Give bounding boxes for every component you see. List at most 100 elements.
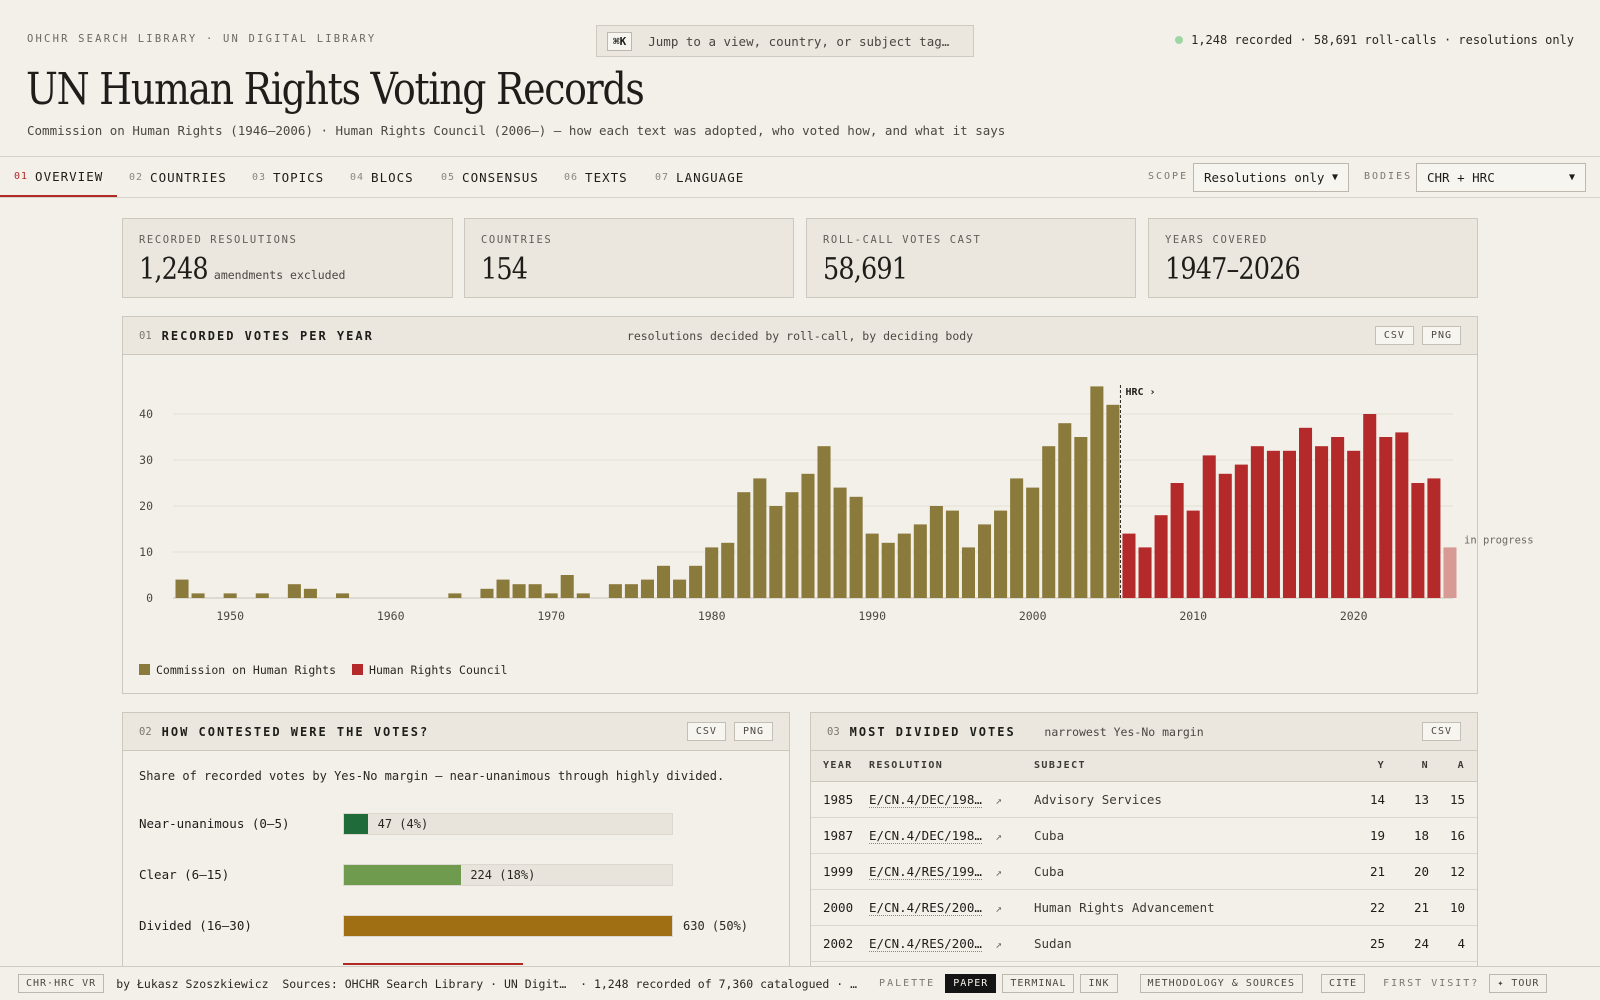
resolution-link[interactable]: E/CN.4/RES/200… xyxy=(869,935,982,952)
contested-bar-track xyxy=(343,915,673,937)
external-link-icon[interactable]: ↗ xyxy=(995,793,1003,807)
legend-label: Commission on Human Rights xyxy=(156,663,337,677)
bar-hrc-2018 xyxy=(1315,446,1329,598)
external-link-icon[interactable]: ↗ xyxy=(995,865,1003,879)
palette-paper-button[interactable]: PAPER xyxy=(945,974,997,993)
panel-number: 02 xyxy=(139,725,152,738)
bar-chr-1997 xyxy=(978,524,992,598)
bodies-select[interactable]: CHR + HRC ▼ xyxy=(1416,163,1586,192)
tab-number: 06 xyxy=(564,171,579,183)
table-row[interactable]: 1985 E/CN.4/DEC/198… ↗ Advisory Services 14… xyxy=(811,781,1477,818)
cell-year: 2000 xyxy=(811,889,869,926)
tab-texts[interactable]: 06 TEXTS xyxy=(564,157,628,197)
app-badge: CHR·HRC VR xyxy=(18,974,105,993)
stat-value: 1947–2026 xyxy=(1165,252,1301,287)
palette-terminal-button[interactable]: TERMINAL xyxy=(1002,974,1075,993)
resolution-link[interactable]: E/CN.4/DEC/198… xyxy=(869,827,982,844)
png-button[interactable]: PNG xyxy=(1421,326,1461,345)
palette-ink-button[interactable]: INK xyxy=(1080,974,1118,993)
source-eyebrow: OHCHR SEARCH LIBRARY · UN DIGITAL LIBRAR… xyxy=(27,33,377,45)
bar-hrc-2025 xyxy=(1427,478,1441,598)
cell-resolution[interactable]: E/CN.4/RES/200… ↗ xyxy=(869,925,1034,962)
tab-overview[interactable]: 01 OVERVIEW xyxy=(0,157,118,197)
bar-chr-1970 xyxy=(544,593,558,598)
chevron-down-icon: ▼ xyxy=(1568,172,1575,183)
column-header[interactable]: N xyxy=(1385,751,1429,782)
table-row[interactable]: 1987 E/CN.4/DEC/198… ↗ Cuba 19 18 16 xyxy=(811,817,1477,854)
stat-value: 1,248 xyxy=(139,252,209,287)
contested-label: Divided (16–30) xyxy=(139,918,252,933)
bar-hrc-2023 xyxy=(1395,432,1409,598)
panel-title: HOW CONTESTED WERE THE VOTES? xyxy=(161,724,430,739)
stat-value: 58,691 xyxy=(823,252,908,287)
external-link-icon[interactable]: ↗ xyxy=(995,901,1003,915)
bar-hrc-2006 xyxy=(1122,533,1136,598)
external-link-icon[interactable]: ↗ xyxy=(995,829,1003,843)
tab-number: 04 xyxy=(350,171,365,183)
tab-language[interactable]: 07 LANGUAGE xyxy=(655,157,744,197)
methodology-button[interactable]: METHODOLOGY & SOURCES xyxy=(1139,974,1303,993)
x-tick-label: 1950 xyxy=(216,609,244,623)
csv-button[interactable]: CSV xyxy=(1374,326,1414,345)
csv-button[interactable]: CSV xyxy=(686,722,726,741)
resolution-link[interactable]: E/CN.4/DEC/198… xyxy=(869,791,982,808)
bar-hrc-2020 xyxy=(1347,450,1361,598)
cell-subject: Cuba xyxy=(1034,817,1345,854)
column-header[interactable]: SUBJECT xyxy=(1034,751,1345,782)
tab-countries[interactable]: 02 COUNTRIES xyxy=(129,157,227,197)
stat-label: COUNTRIES xyxy=(481,234,553,246)
resolution-link[interactable]: E/CN.4/RES/199… xyxy=(869,863,982,880)
bar-hrc-2015 xyxy=(1266,450,1280,598)
bar-hrc-2026 xyxy=(1443,547,1457,598)
column-header[interactable]: YEAR xyxy=(811,751,869,782)
hrc-marker-label: HRC › xyxy=(1125,387,1155,398)
tab-topics[interactable]: 03 TOPICS xyxy=(252,157,324,197)
stat-card-years: YEARS COVERED 1947–2026 xyxy=(1148,218,1478,298)
column-header[interactable]: A xyxy=(1429,751,1477,782)
csv-button[interactable]: CSV xyxy=(1421,722,1461,741)
bar-chr-1978 xyxy=(673,579,687,598)
cite-button[interactable]: CITE xyxy=(1320,974,1366,993)
column-header[interactable]: RESOLUTION xyxy=(869,751,1034,782)
tab-consensus[interactable]: 05 CONSENSUS xyxy=(441,157,539,197)
status-dot-icon xyxy=(1175,36,1184,44)
bar-chr-1979 xyxy=(689,565,703,598)
column-header[interactable]: Y xyxy=(1345,751,1385,782)
bar-chr-1950 xyxy=(223,593,237,598)
tab-label: TOPICS xyxy=(273,169,325,185)
status-summary: 1,248 recorded · 58,691 roll-calls · res… xyxy=(1175,33,1574,47)
stat-card-roll-calls: ROLL-CALL VOTES CAST 58,691 xyxy=(806,218,1136,298)
cell-subject: Human Rights Advancement xyxy=(1034,889,1345,926)
bar-chr-2005 xyxy=(1106,404,1120,598)
tab-blocs[interactable]: 04 BLOCS xyxy=(350,157,414,197)
png-button[interactable]: PNG xyxy=(733,722,773,741)
contested-label: Clear (6–15) xyxy=(139,867,230,882)
cell-resolution[interactable]: E/CN.4/RES/199… ↗ xyxy=(869,853,1034,890)
resolution-link[interactable]: E/CN.4/RES/200… xyxy=(869,899,982,916)
bar-hrc-2008 xyxy=(1154,515,1168,598)
panel-title: RECORDED VOTES PER YEAR xyxy=(161,328,374,343)
cell-resolution[interactable]: E/CN.4/DEC/198… ↗ xyxy=(869,781,1034,818)
external-link-icon[interactable]: ↗ xyxy=(995,937,1003,951)
x-tick-label: 1990 xyxy=(858,609,886,623)
bar-hrc-2021 xyxy=(1363,414,1377,598)
table-row[interactable]: 2002 E/CN.4/RES/200… ↗ Sudan 25 24 4 xyxy=(811,925,1477,962)
bar-hrc-2019 xyxy=(1331,437,1345,598)
contested-bar-track xyxy=(343,864,673,886)
tour-button[interactable]: ✦ TOUR xyxy=(1489,974,1548,993)
footer-byline[interactable]: by Łukasz Szoszkiewicz Sources: OHCHR Se… xyxy=(116,976,858,991)
bar-chr-1947 xyxy=(175,579,189,598)
stat-label: ROLL-CALL VOTES CAST xyxy=(823,234,982,246)
bar-chr-1993 xyxy=(913,524,927,598)
x-tick-label: 2000 xyxy=(1019,609,1047,623)
bar-chr-1982 xyxy=(737,492,751,598)
command-search[interactable]: ⌘K Jump to a view, country, or subject t… xyxy=(596,25,974,57)
table-row[interactable]: 2000 E/CN.4/RES/200… ↗ Human Rights Advanc… xyxy=(811,889,1477,926)
table-row[interactable]: 1999 E/CN.4/RES/199… ↗ Cuba 21 20 12 xyxy=(811,853,1477,890)
bar-chr-2004 xyxy=(1090,386,1104,598)
panel-subtitle: narrowest Yes-No margin xyxy=(1044,724,1204,739)
scope-select[interactable]: Resolutions only ▼ xyxy=(1193,163,1349,192)
panel-title: MOST DIVIDED VOTES xyxy=(849,724,1016,739)
cell-resolution[interactable]: E/CN.4/RES/200… ↗ xyxy=(869,889,1034,926)
cell-resolution[interactable]: E/CN.4/DEC/198… ↗ xyxy=(869,817,1034,854)
